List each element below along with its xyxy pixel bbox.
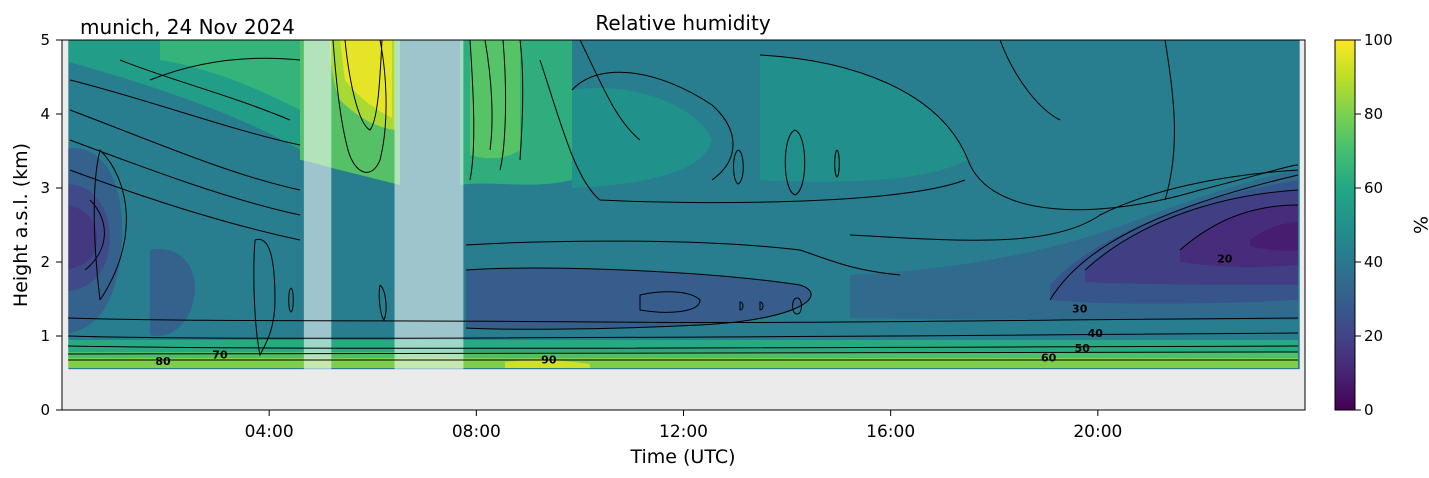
contour-line-22	[539, 59, 966, 204]
colorbar	[1334, 39, 1356, 411]
contour-line-4	[67, 317, 1299, 324]
colorbar-tick-label: 100	[1364, 31, 1393, 49]
chart-subtitle: munich, 24 Nov 2024	[80, 15, 295, 39]
contour-label-60: 60	[1041, 351, 1057, 364]
colorbar-tick-label: 0	[1364, 401, 1374, 419]
contour-line-10	[69, 139, 301, 216]
x-tick-label: 08:00	[452, 422, 501, 442]
masked-periods	[62, 40, 1305, 410]
field-region-2	[62, 205, 98, 270]
contour-line-17	[344, 40, 383, 131]
y-axis-label: Height a.s.l. (km)	[10, 143, 32, 307]
contour-line-25	[849, 169, 1299, 241]
colorbar-tick-label: 40	[1364, 253, 1383, 271]
x-tick-label: 20:00	[1073, 422, 1122, 442]
colorbar-tick-label: 60	[1364, 179, 1383, 197]
contour-line-40	[579, 40, 641, 141]
contour-line-28	[465, 267, 812, 330]
contour-line-5	[93, 149, 127, 301]
field-region-22	[505, 359, 590, 368]
contour-line-24	[759, 54, 1299, 211]
contour-line-35	[739, 301, 744, 311]
chart-title: Relative humidity	[595, 11, 770, 35]
y-tick-label: 2	[40, 253, 50, 271]
x-tick-label: 04:00	[245, 422, 294, 442]
contour-line-12	[149, 57, 301, 81]
contour-label-40: 40	[1088, 327, 1104, 340]
x-tick-label: 16:00	[866, 422, 915, 442]
contour-line-9	[69, 109, 301, 191]
contour-line-38	[1164, 40, 1175, 201]
y-tick-label: 0	[40, 401, 50, 419]
no-data-right	[1299, 40, 1305, 370]
contour-line-21	[519, 40, 524, 161]
field-region-11	[760, 55, 968, 182]
contour-line-34	[639, 291, 701, 313]
contour-line-19	[484, 40, 493, 151]
contour-line-31	[733, 149, 744, 185]
field-region-7	[340, 40, 392, 118]
y-tick-label: 1	[40, 327, 50, 345]
field-region-4	[160, 40, 300, 110]
contour-line-37	[792, 297, 802, 315]
contour-label-80: 80	[155, 355, 171, 368]
contour-line-14	[288, 287, 294, 313]
y-tick-label: 5	[40, 31, 50, 49]
contour-line-29	[1084, 189, 1299, 271]
contour-line-33	[834, 149, 840, 178]
contour-line-20	[499, 40, 507, 171]
field-region-18	[150, 249, 195, 336]
contour-line-13	[253, 238, 276, 357]
y-axis-ticks: 0 1 2 3 4 5	[40, 31, 62, 419]
contour-label-50: 50	[1075, 342, 1091, 355]
colorbar-tick-label: 20	[1364, 327, 1383, 345]
contour-line-7	[119, 59, 291, 121]
field-region-10	[572, 88, 712, 188]
no-data-left	[62, 40, 69, 370]
field-region-16	[1180, 205, 1298, 267]
contour-line-2	[67, 345, 1299, 349]
field-region-17	[1250, 222, 1298, 251]
colorbar-ticks: 0 20 40 60 80 100	[1355, 31, 1393, 419]
y-tick-label: 3	[40, 179, 50, 197]
field-region-9	[470, 40, 520, 159]
contour-line-23	[571, 71, 734, 181]
contour-line-30	[1179, 204, 1299, 251]
contour-label-90: 90	[541, 354, 557, 367]
masked-period-0	[303, 40, 332, 370]
x-tick-label: 12:00	[659, 422, 708, 442]
contour-line-39	[999, 40, 1061, 121]
contour-line-6	[84, 199, 105, 271]
contour-line-36	[759, 301, 764, 311]
contour-line-16	[332, 40, 387, 173]
contour-label-20: 20	[1217, 252, 1233, 265]
contour-label-70: 70	[212, 349, 228, 362]
colorbar-tick-label: 80	[1364, 105, 1383, 123]
contour-line-18	[469, 40, 475, 181]
contour-line-11	[69, 169, 301, 241]
x-axis-ticks: 04:00 08:00 12:00 16:00 20:00	[245, 410, 1122, 442]
contour-line-26	[465, 240, 901, 276]
field-region-12	[466, 268, 812, 330]
colorbar-label: %	[1409, 216, 1429, 234]
contour-line-8	[69, 79, 301, 146]
x-axis-label: Time (UTC)	[629, 446, 735, 468]
contour-label-30: 30	[1072, 303, 1088, 316]
no-data-band	[62, 369, 1305, 410]
contour-line-15	[378, 284, 387, 321]
masked-period-1	[394, 40, 464, 370]
contour-line-32	[784, 129, 806, 196]
y-tick-label: 4	[40, 105, 50, 123]
contour-line-27	[1049, 174, 1299, 301]
